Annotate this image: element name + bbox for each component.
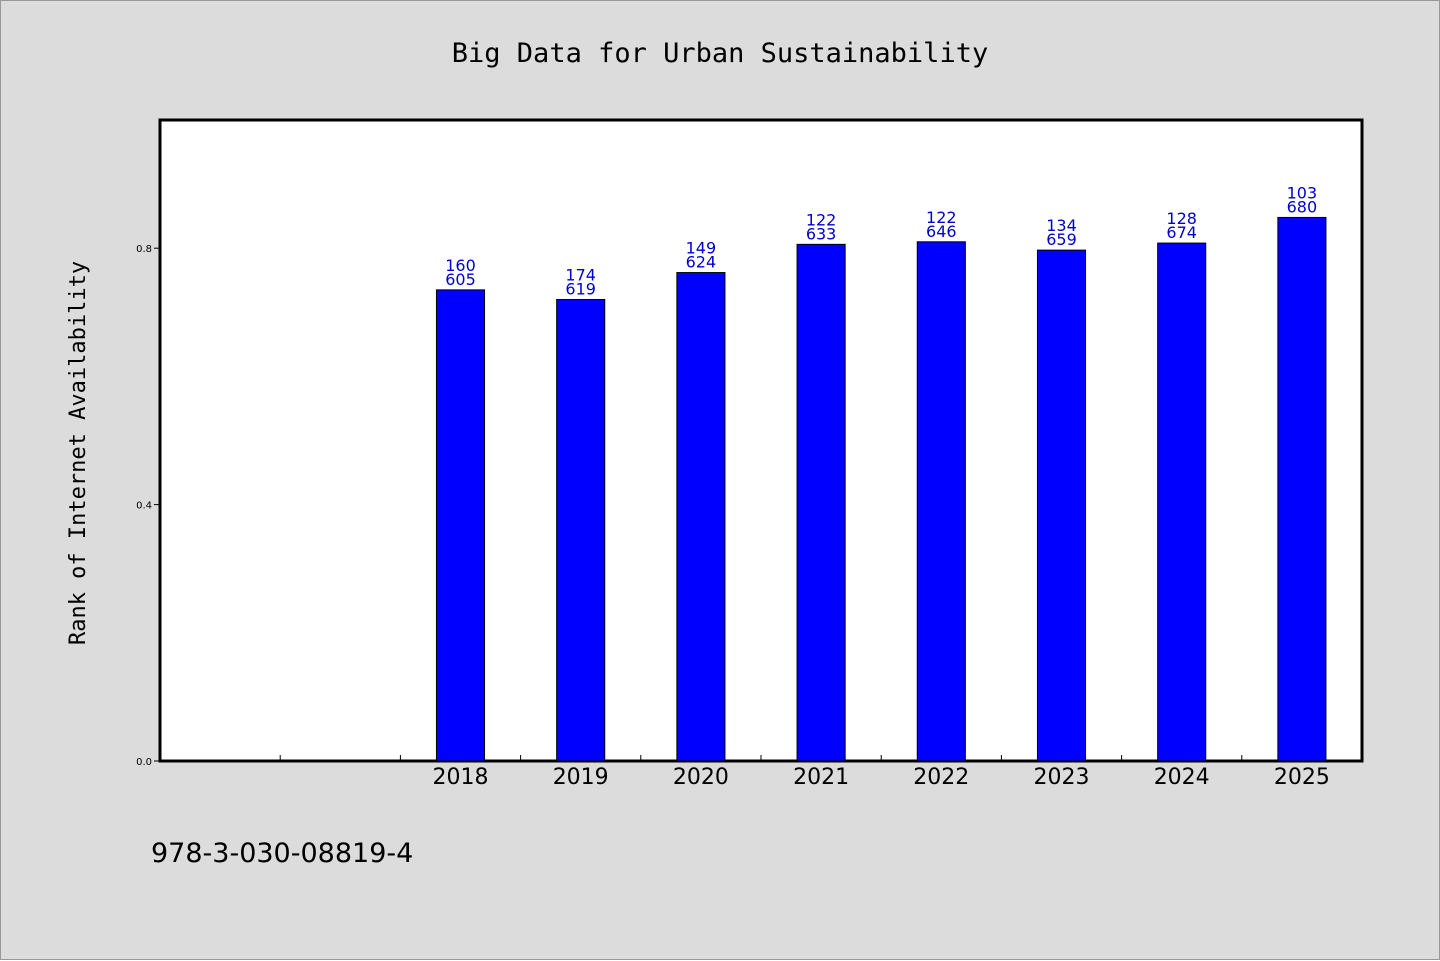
bar-label-top: 128 — [1166, 209, 1197, 228]
bar — [1157, 242, 1207, 762]
bar — [676, 272, 726, 762]
bar-series — [435, 216, 1327, 762]
bar — [796, 243, 846, 762]
isbn-footer: 978-3-030-08819-4 — [151, 838, 413, 869]
bar — [1277, 216, 1327, 762]
bar-label-bottom: 619 — [565, 279, 596, 298]
y-tick-label: 0.0 — [136, 757, 152, 768]
bar-label-bottom: 659 — [1046, 230, 1077, 249]
bar-label-bottom: 633 — [806, 224, 837, 243]
bar-label-bottom: 624 — [686, 253, 717, 272]
bar-label-top: 134 — [1046, 216, 1077, 235]
bar-label-top: 122 — [926, 208, 957, 227]
bar — [556, 298, 606, 762]
x-tick-label: 2025 — [1274, 765, 1330, 790]
x-tick-label: 2019 — [553, 765, 609, 790]
x-tick-label: 2023 — [1034, 765, 1090, 790]
x-tick-label: 2018 — [433, 765, 489, 790]
bar-label-top: 122 — [806, 210, 837, 229]
bar-label-top: 160 — [445, 256, 476, 275]
y-tick-label: 0.4 — [136, 501, 152, 512]
x-axis-ticks: 2018 2019 2020 2021 2022 2023 2024 2025 — [279, 755, 1330, 790]
y-axis-label: Rank of Internet Availability — [66, 261, 91, 645]
x-tick-label: 2024 — [1154, 765, 1210, 790]
bar-label-bottom: 646 — [926, 222, 957, 241]
bar — [916, 241, 966, 762]
x-tick-label: 2021 — [793, 765, 849, 790]
y-tick-label: 0.8 — [136, 244, 152, 255]
bar-label-bottom: 605 — [445, 270, 476, 289]
bar — [435, 289, 486, 762]
y-axis-ticks: 0.0 0.4 0.8 — [136, 244, 160, 768]
bar-label-top: 103 — [1287, 183, 1318, 202]
bar-label-top: 149 — [686, 239, 717, 258]
bar-label-top: 174 — [565, 265, 596, 284]
x-tick-label: 2020 — [673, 765, 729, 790]
bar — [1036, 249, 1087, 762]
x-tick-label: 2022 — [913, 765, 969, 790]
chart-title: Big Data for Urban Sustainability — [452, 38, 988, 69]
bar-label-bottom: 674 — [1166, 223, 1197, 242]
bar-label-bottom: 680 — [1287, 197, 1318, 216]
